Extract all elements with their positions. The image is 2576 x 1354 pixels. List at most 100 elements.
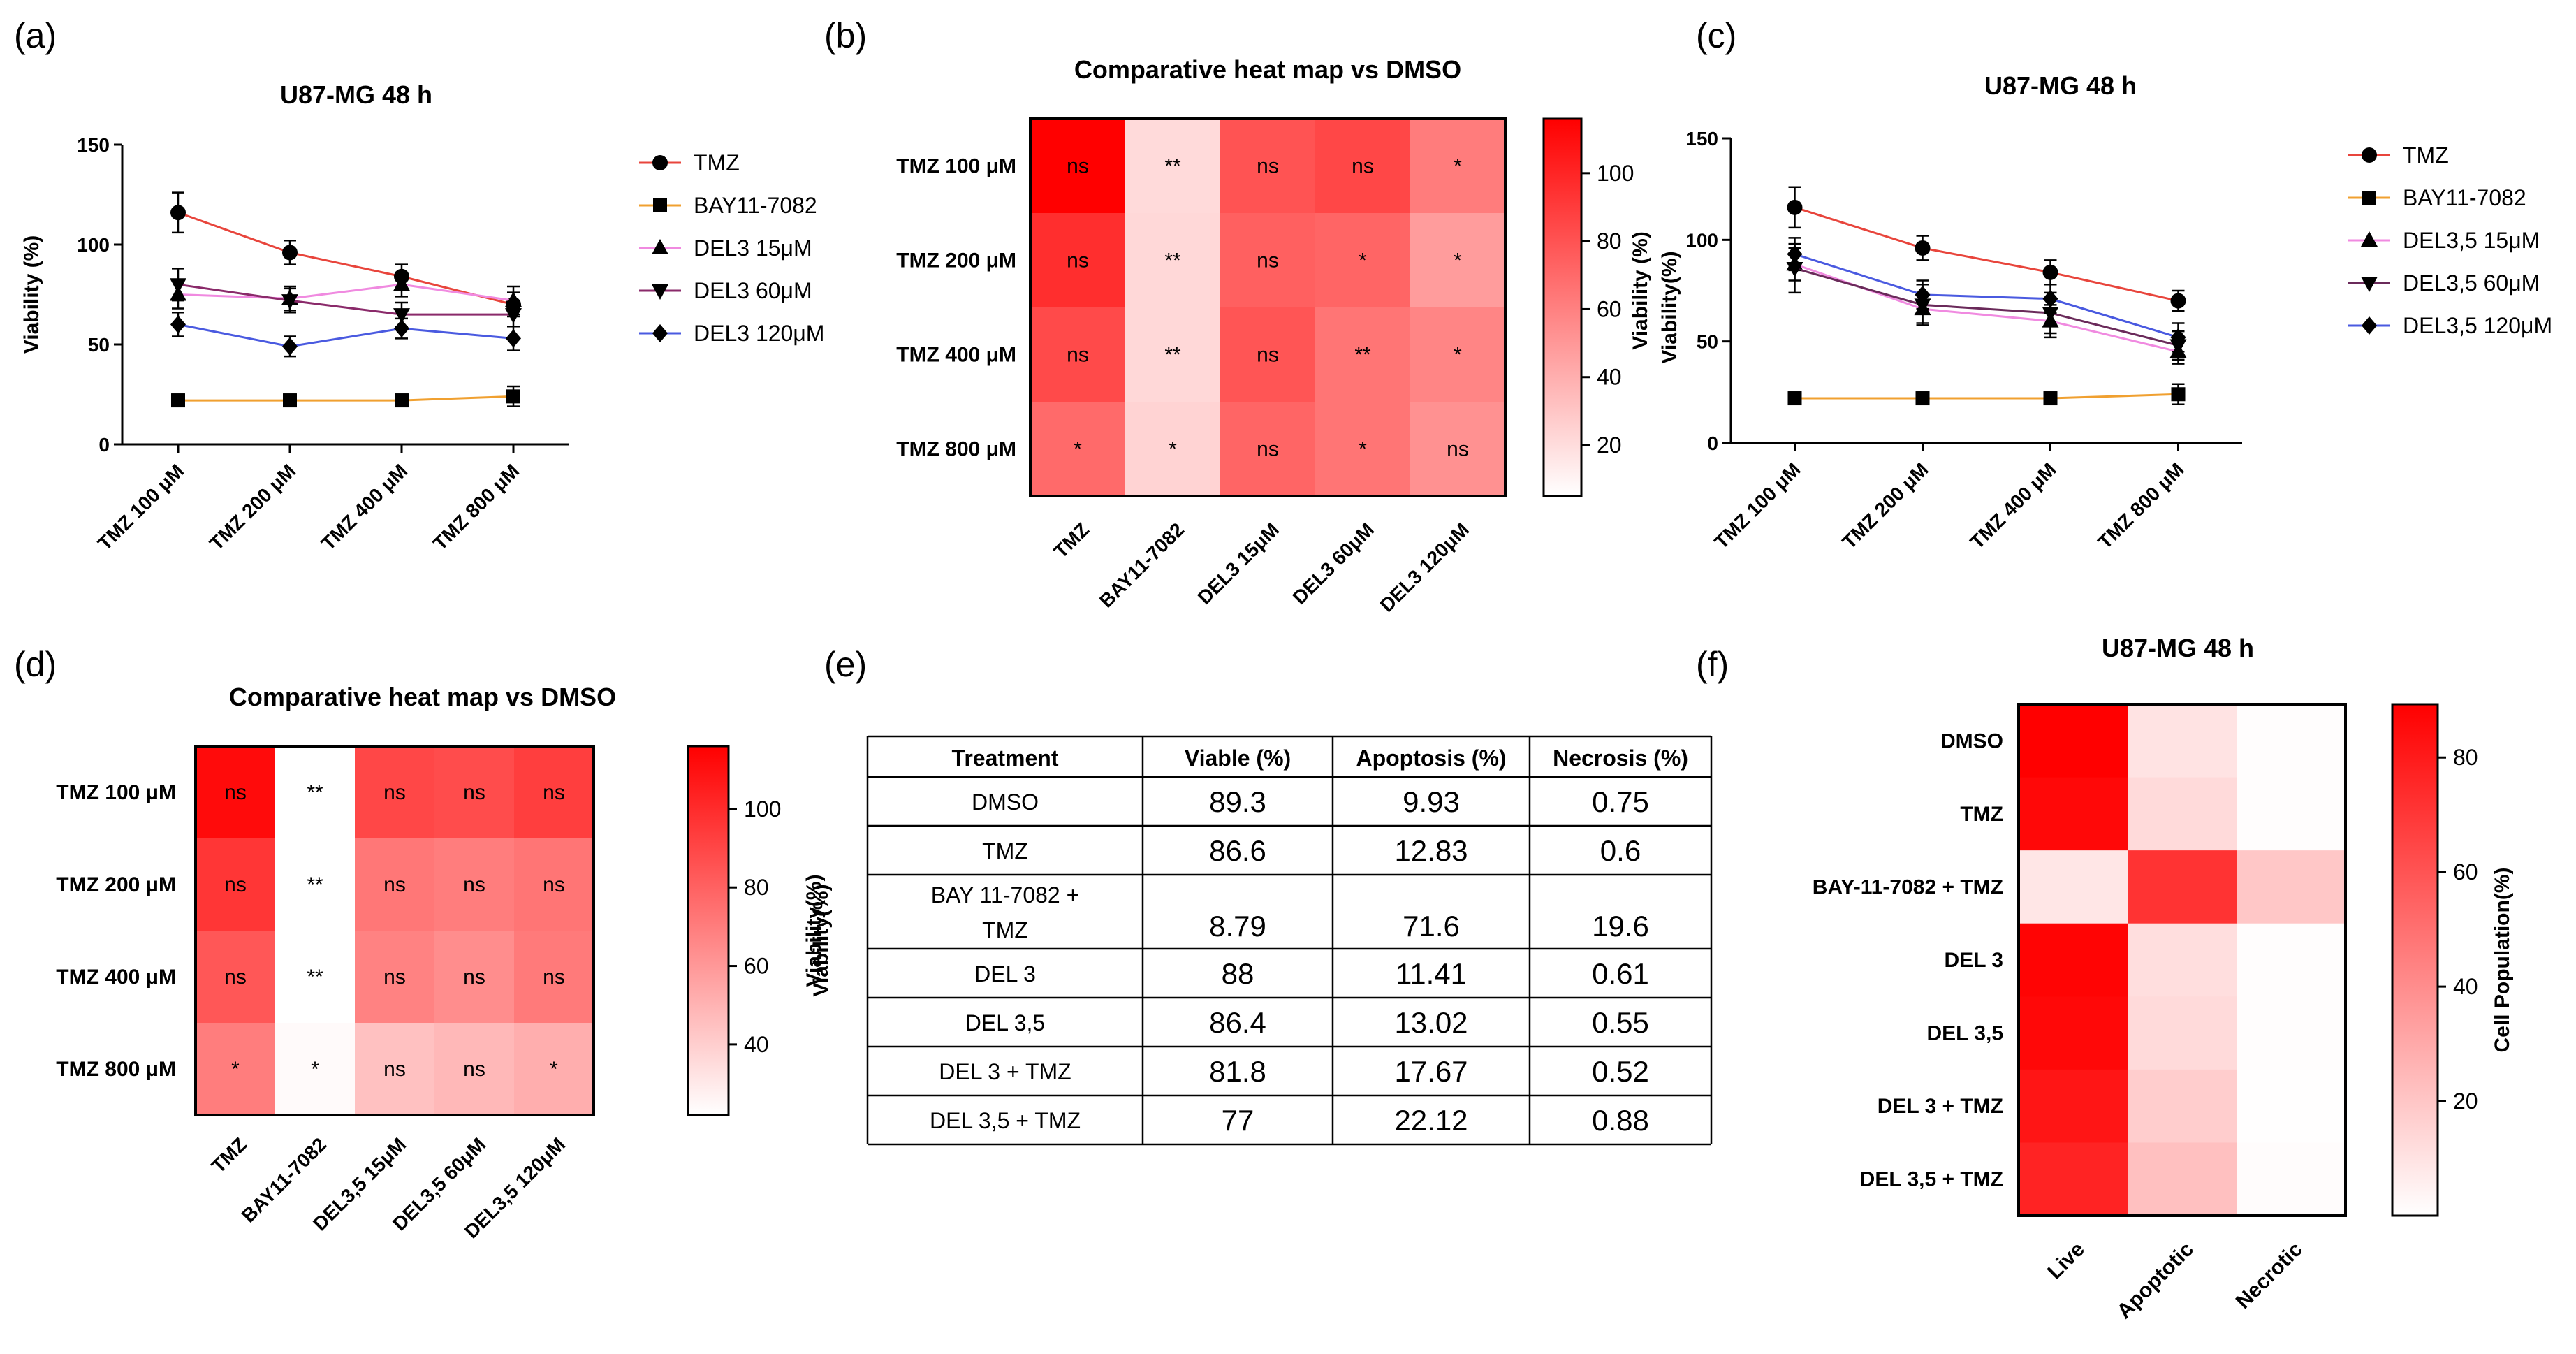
colorbar-tick-label: 80 (2453, 745, 2478, 770)
row-label: TMZ 800 μM (56, 1058, 176, 1081)
legend-label: DEL3 15μM (694, 235, 812, 261)
table-cell: 19.6 (1592, 910, 1649, 942)
cell-annotation: ns (1257, 249, 1279, 272)
heat-cell (275, 931, 356, 1024)
heat-cell (1315, 119, 1411, 214)
series-2 (1786, 247, 2187, 365)
table-cell: TMZ (982, 917, 1028, 942)
cell-annotation: ns (1067, 155, 1089, 178)
legend-marker (2361, 277, 2378, 292)
heat-cell (1030, 213, 1126, 308)
heat-cell (2237, 923, 2346, 997)
cell-annotation: ns (224, 781, 247, 804)
y-axis-label: Viability (%) (20, 235, 43, 354)
colorbar-tick-label: 60 (744, 954, 769, 979)
series-line (177, 283, 513, 316)
cell-annotation: ns (1067, 249, 1089, 272)
legend-marker (2362, 147, 2377, 163)
row-label: TMZ 200 μM (896, 249, 1016, 272)
data-point (1915, 391, 1930, 406)
heat-cell (1030, 307, 1126, 402)
colorbar (687, 745, 730, 1116)
cell-annotation: * (550, 1058, 558, 1081)
table-header: Necrosis (%) (1553, 745, 1688, 771)
data-point (2042, 289, 2058, 308)
column-label: DEL3 15μM (1194, 518, 1284, 609)
table-cell: DEL 3,5 (965, 1010, 1045, 1035)
data-point (2171, 387, 2186, 402)
table-header: Treatment (952, 745, 1059, 771)
colorbar-tick-label: 20 (1597, 432, 1622, 458)
cell-annotation: ** (307, 966, 323, 989)
table-cell: DMSO (972, 789, 1039, 815)
cell-annotation: ns (463, 1058, 485, 1081)
legend-label: DEL3 120μM (694, 321, 824, 346)
data-point (1787, 199, 1803, 215)
heat-cell (2128, 1069, 2237, 1143)
cell-annotation: ns (463, 966, 485, 989)
row-label: TMZ 400 μM (896, 344, 1016, 367)
x-tick-label: TMZ 200 μM (205, 460, 300, 554)
data-point (281, 294, 298, 310)
colorbar (2391, 703, 2439, 1217)
heat-cell (2019, 923, 2128, 997)
cell-annotation: ns (543, 781, 565, 804)
heat-cell (2128, 704, 2237, 778)
colorbar-tick-label: 20 (2453, 1089, 2478, 1114)
colorbar-label: Viability(%) (803, 874, 826, 987)
colorbar-tick-label: 60 (1597, 296, 1622, 321)
data-point (506, 389, 520, 404)
colorbar-tick-label: 80 (1597, 228, 1622, 254)
heat-cell (1410, 402, 1506, 497)
legend-marker (2361, 231, 2378, 247)
cell-annotation: ns (463, 781, 485, 804)
table-cell: 0.88 (1592, 1104, 1649, 1137)
series-line (1794, 393, 2179, 400)
cell-annotation: ns (383, 873, 406, 896)
column-label: Apoptotic (2113, 1238, 2198, 1323)
y-tick-label: 0 (98, 434, 110, 456)
chart-title: U87-MG 48 h (280, 80, 432, 109)
heat-cell (355, 746, 435, 839)
row-label: TMZ 200 μM (56, 873, 176, 896)
heat-cell (1410, 307, 1506, 402)
table-e: Viability(%) Treatment Viable (%) Apoptosis… (810, 735, 1713, 1146)
table-cell: 22.12 (1394, 1104, 1468, 1137)
heat-cell (2237, 704, 2346, 778)
data-point (393, 308, 410, 324)
chart-title: Comparative heat map vs DMSO (229, 683, 616, 711)
table-cell: DEL 3 (974, 961, 1036, 987)
cell-annotation: ns (1257, 344, 1279, 367)
table-cell: 17.67 (1394, 1055, 1468, 1088)
data-point (170, 315, 186, 334)
chart-title: U87-MG 48 h (1984, 71, 2137, 100)
heat-cell (1030, 119, 1126, 214)
table-axis-label: Viability(%) (810, 884, 833, 996)
legend-label: TMZ (694, 150, 740, 175)
cell-annotation: ns (463, 873, 485, 896)
heat-cell (275, 746, 356, 839)
table-cell: 0.6 (1600, 834, 1641, 867)
legend-marker (652, 324, 668, 342)
table-cell: 13.02 (1394, 1006, 1468, 1039)
heat-cell (355, 838, 435, 931)
cell-annotation: ns (543, 966, 565, 989)
data-point (1915, 240, 1931, 256)
series-line (1794, 253, 2179, 339)
panel-label-a: (a) (14, 16, 57, 55)
heat-cell (1220, 307, 1316, 402)
table-cell: DEL 3,5 + TMZ (930, 1108, 1081, 1133)
data-point (506, 329, 521, 348)
table-header: Viable (%) (1185, 745, 1291, 771)
colorbar-tick-label: 40 (2453, 974, 2478, 999)
legend-label: DEL3,5 60μM (2403, 270, 2540, 296)
heat-cell (2019, 850, 2128, 924)
row-label: TMZ (1960, 803, 2003, 826)
legend-label: BAY11-7082 (694, 193, 817, 218)
heatmap-d: Comparative heat map vs DMSO ns ** ns ns ns TM… (56, 683, 826, 1243)
cell-annotation: * (1454, 249, 1462, 272)
row-label: DEL 3,5 (1927, 1022, 2004, 1045)
legend-marker (652, 239, 668, 254)
colorbar-tick-label: 100 (1597, 161, 1634, 186)
